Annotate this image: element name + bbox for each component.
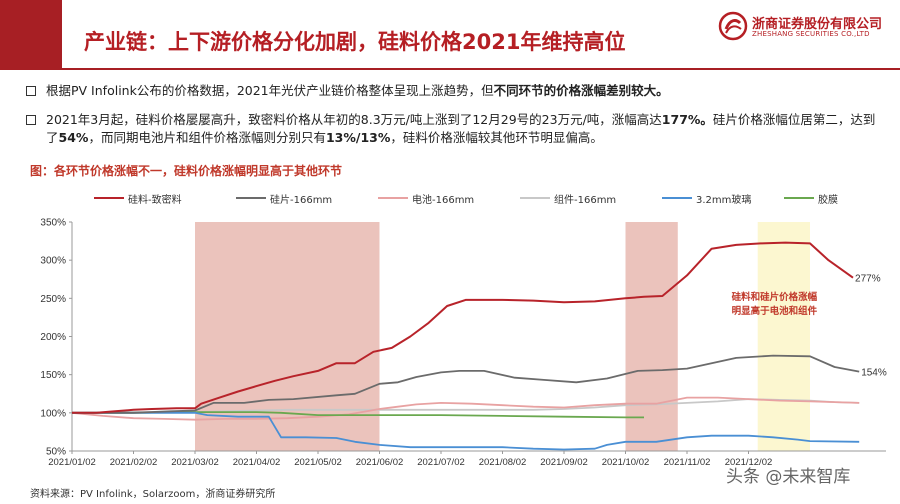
logo-name-en: ZHESHANG SECURITIES CO.,LTD xyxy=(752,30,870,38)
series-line-4 xyxy=(72,411,860,451)
y-tick-label: 300% xyxy=(40,256,66,267)
bullet-1-text: 根据PV Infolink公布的价格数据，2021年光伏产业链价格整体呈现上涨趋… xyxy=(46,82,882,100)
x-tick-label: 2021/02/02 xyxy=(110,457,158,465)
legend-swatch xyxy=(520,197,550,199)
source-note: 资料来源：PV Infolink，Solarzoom，浙商证券研究所 xyxy=(30,489,276,500)
bullet-2: 2021年3月起，硅料价格屡屡高升，致密料价格从年初的8.3万元/吨上涨到了12… xyxy=(26,111,882,147)
legend-label: 胶膜 xyxy=(818,195,838,206)
page-title: 产业链：上下游价格分化加剧，硅料价格2021年维持高位 xyxy=(84,30,626,54)
bullet-2-seg-bold: 177%。 xyxy=(661,112,713,127)
y-tick-label: 100% xyxy=(40,408,66,419)
bullet-2-text: 2021年3月起，硅料价格屡屡高升，致密料价格从年初的8.3万元/吨上涨到了12… xyxy=(46,111,882,147)
bullet-box-icon xyxy=(26,115,36,125)
bullet-1: 根据PV Infolink公布的价格数据，2021年光伏产业链价格整体呈现上涨趋… xyxy=(26,82,882,100)
shaded-period-1 xyxy=(625,222,678,451)
y-tick-label: 250% xyxy=(40,294,66,305)
x-tick-label: 2021/11/02 xyxy=(664,457,711,465)
y-tick-label: 150% xyxy=(40,370,66,381)
series-end-label: 277% xyxy=(855,274,881,285)
y-tick-label: 350% xyxy=(40,218,66,229)
x-tick-label: 2021/05/02 xyxy=(294,457,342,465)
series-line-1 xyxy=(72,354,860,414)
bullet-1-plain: 根据PV Infolink公布的价格数据，2021年光伏产业链价格整体呈现上涨趋… xyxy=(46,83,494,98)
bullet-2-seg: ，而同期电池片和组件价格涨幅则分别只有 xyxy=(88,130,326,145)
x-tick-label: 2021/03/02 xyxy=(171,457,219,465)
x-tick-label: 2021/01/02 xyxy=(48,457,96,465)
bullet-box-icon xyxy=(26,86,36,96)
bullet-2-seg-bold: 54% xyxy=(58,130,89,145)
logo-icon xyxy=(718,11,748,41)
shaded-period-2 xyxy=(757,222,810,451)
watermark: 头条 @未来智库 xyxy=(726,467,851,487)
legend-label: 硅料-致密料 xyxy=(128,195,182,206)
x-tick-label: 2021/09/02 xyxy=(540,457,588,465)
legend-label: 硅片-166mm xyxy=(270,195,333,206)
series-end-label: 154% xyxy=(861,368,887,379)
legend-swatch xyxy=(94,197,124,199)
header-divider xyxy=(0,68,900,70)
legend-swatch xyxy=(662,197,692,199)
legend-swatch xyxy=(236,197,266,199)
series-line-0 xyxy=(72,241,854,414)
bullet-2-seg: 2021年3月起，硅料价格屡屡高升，致密料价格从年初的8.3万元/吨上涨到了12… xyxy=(46,112,662,127)
bullet-2-seg: 硅片价格涨幅位居第二，达到了 xyxy=(46,112,876,145)
y-tick-label: 50% xyxy=(46,447,66,458)
x-tick-label: 2021/08/02 xyxy=(479,457,527,465)
bullet-1-bold: 不同环节的价格涨幅差别较大。 xyxy=(493,83,669,98)
x-tick-label: 2021/07/02 xyxy=(417,457,465,465)
annotation-line-2: 明显高于电池和组件 xyxy=(732,305,818,317)
legend-swatch xyxy=(784,197,814,199)
company-logo: 浙商证券股份有限公司 ZHESHANG SECURITIES CO.,LTD xyxy=(718,11,888,47)
series-line-2 xyxy=(71,396,860,421)
legend-label: 组件-166mm xyxy=(554,195,617,206)
legend-label: 3.2mm玻璃 xyxy=(696,195,752,206)
legend-label: 电池-166mm xyxy=(412,195,475,206)
header-accent-bar xyxy=(0,0,62,70)
x-tick-label: 2021/10/02 xyxy=(602,457,650,465)
figure-title: 图：各环节价格涨幅不一，硅料价格涨幅明显高于其他环节 xyxy=(30,164,343,178)
x-tick-label: 2021/06/02 xyxy=(356,457,404,465)
price-index-line-chart: 50% 100% 150% 200% 250% 300% 350% 2021/01/02 202… xyxy=(40,218,887,466)
x-tick-label: 2021/12/02 xyxy=(725,457,773,465)
bullet-2-seg-bold: 13%/13% xyxy=(325,130,391,145)
bullet-2-seg: ，硅料价格涨幅较其他环节明显偏高。 xyxy=(390,130,603,145)
annotation-line-1: 硅料和硅片价格涨幅 xyxy=(732,291,818,303)
y-tick-label: 200% xyxy=(40,332,66,343)
x-tick-label: 2021/04/02 xyxy=(233,457,281,465)
legend-swatch xyxy=(378,197,408,199)
logo-name-cn: 浙商证券股份有限公司 xyxy=(752,17,883,32)
